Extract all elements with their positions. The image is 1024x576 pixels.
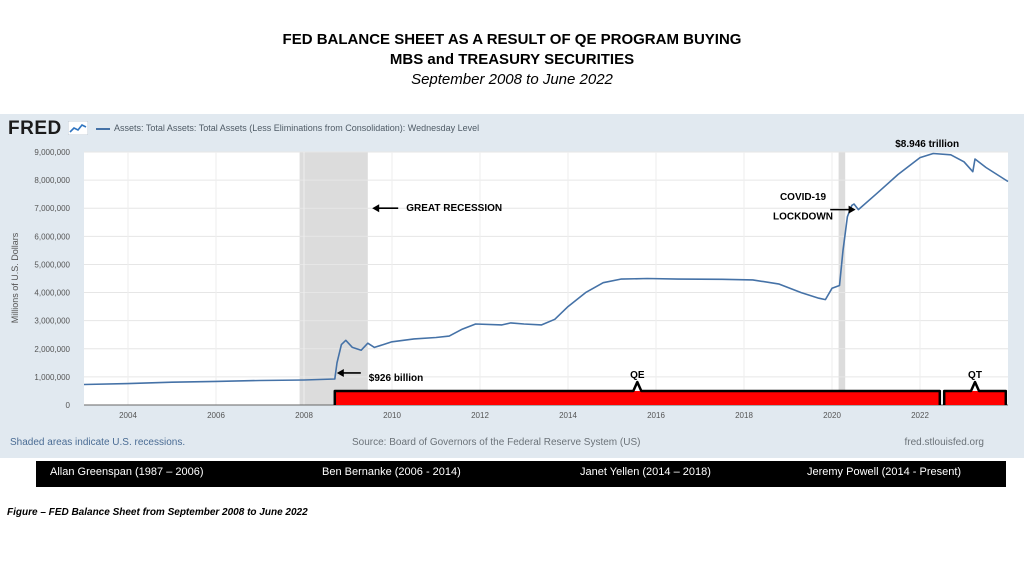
series-layer <box>83 152 1009 386</box>
x-tick-label: 2022 <box>911 411 929 420</box>
recession-shade-1 <box>838 152 846 405</box>
program-bracket-qe <box>333 380 942 405</box>
annotation-peak-value: $8.946 trillion <box>895 139 959 150</box>
legend-swatch <box>96 127 110 130</box>
y-tick-label: 3,000,000 <box>34 317 70 326</box>
series-legend: Assets: Total Assets: Total Assets (Less… <box>96 123 479 133</box>
chair-powell: Jeremy Powell (2014 - Present) <box>807 466 962 478</box>
y-tick-label: 8,000,000 <box>34 176 70 185</box>
chart-subtitle: September 2008 to June 2022 <box>411 71 613 88</box>
annotation-great-recession: GREAT RECESSION <box>406 203 502 214</box>
x-tick-label: 2010 <box>383 411 401 420</box>
chair-greenspan: Allan Greenspan (1987 – 2006) <box>50 466 204 478</box>
program-label-qe: QE <box>630 370 645 381</box>
figure-caption: Figure – FED Balance Sheet from Septembe… <box>7 507 308 518</box>
recession-note: Shaded areas indicate U.S. recessions. <box>10 437 186 448</box>
x-tick-label: 2004 <box>119 411 137 420</box>
title-block: FED BALANCE SHEET AS A RESULT OF QE PROG… <box>0 30 1024 90</box>
recession-shade-0 <box>299 152 368 405</box>
chair-yellen: Janet Yellen (2014 – 2018) <box>580 466 711 478</box>
series-line-0 <box>83 152 1009 386</box>
chair-bernanke: Ben Bernanke (2006 - 2014) <box>322 466 461 478</box>
x-tick-label: 2014 <box>559 411 577 420</box>
program-bracket-qt <box>942 380 1008 405</box>
great-recession-arrow-head <box>372 204 380 213</box>
annotation-926-billion: $926 billion <box>369 373 423 384</box>
y-axis-label: Millions of U.S. Dollars <box>10 232 20 323</box>
annotation-layer: GREAT RECESSION $926 billion COVID-19 LOCKD… <box>336 139 959 384</box>
x-tick-label: 2008 <box>295 411 313 420</box>
program-layer: QE QT <box>333 370 1008 405</box>
y-tick-label: 2,000,000 <box>34 345 70 354</box>
y-tick-label: 5,000,000 <box>34 260 70 269</box>
plot-area <box>84 152 1008 405</box>
annotation-lockdown: LOCKDOWN <box>773 211 833 222</box>
balance-sheet-chart: 0 1,000,000 2,000,000 3,000,000 4,000,000 5,0… <box>10 139 1009 420</box>
covid-arrow-head <box>848 205 856 214</box>
y-tick-label: 0 <box>66 401 71 410</box>
x-tick-label: 2020 <box>823 411 841 420</box>
fred-site-link[interactable]: fred.stlouisfed.org <box>904 437 985 448</box>
fred-logo[interactable]: FRED <box>8 118 88 140</box>
source-note: Source: Board of Governors of the Federa… <box>352 437 641 448</box>
x-tick-label: 2018 <box>735 411 753 420</box>
x-tick-label: 2012 <box>471 411 489 420</box>
grid-layer <box>84 151 1008 406</box>
program-label-qt: QT <box>968 370 982 381</box>
x-tick-label: 2006 <box>207 411 225 420</box>
y-tick-layer: 0 1,000,000 2,000,000 3,000,000 4,000,000 5,0… <box>34 148 70 410</box>
y-tick-label: 1,000,000 <box>34 373 70 382</box>
y-tick-label: 6,000,000 <box>34 232 70 241</box>
program-bar-qt <box>944 391 1006 405</box>
x-tick-label: 2016 <box>647 411 665 420</box>
baseline-value-arrow-head <box>336 368 344 377</box>
y-tick-label: 9,000,000 <box>34 148 70 157</box>
y-tick-label: 7,000,000 <box>34 204 70 213</box>
x-tick-layer: 2004 2006 2008 2010 2012 2014 2016 2018 2020 2022 <box>119 411 929 420</box>
y-tick-label: 4,000,000 <box>34 289 70 298</box>
legend-label: Assets: Total Assets: Total Assets (Less… <box>114 123 480 133</box>
chart-title-line-1: FED BALANCE SHEET AS A RESULT OF QE PROG… <box>282 31 742 48</box>
fed-chairs-timeline <box>36 461 1006 487</box>
program-bar-qe <box>334 391 940 405</box>
annotation-covid: COVID-19 <box>780 192 827 203</box>
chart-title-line-2: MBS and TREASURY SECURITIES <box>389 51 635 68</box>
fred-logo-text: FRED <box>8 118 62 139</box>
recession-layer <box>84 152 1008 405</box>
